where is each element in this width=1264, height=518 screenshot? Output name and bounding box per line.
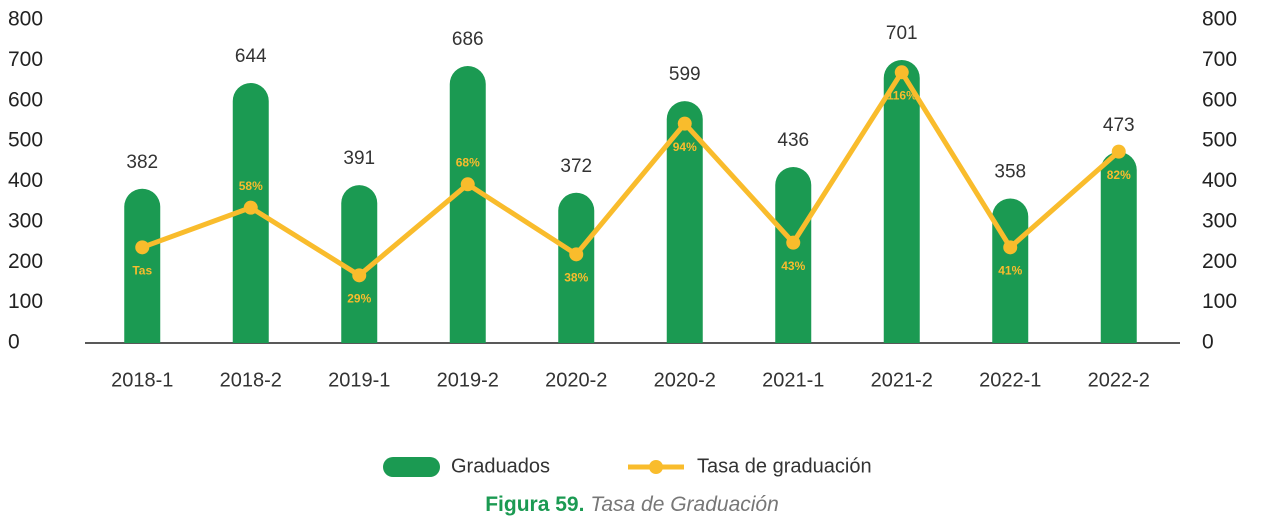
bar	[1100, 152, 1137, 343]
y-tick-label: 800	[8, 8, 43, 31]
line-label: 38%	[564, 270, 588, 284]
data-label: 644	[235, 46, 267, 67]
x-tick-label: 2022-2	[1088, 369, 1150, 391]
line-label: 68%	[456, 155, 480, 169]
y-tick-label: 700	[8, 48, 43, 71]
bar	[775, 166, 812, 343]
bar	[449, 66, 486, 343]
y-tick-label: 100	[8, 290, 43, 313]
y2-tick-label: 700	[1202, 48, 1237, 71]
x-tick-label: 2020-2	[654, 369, 716, 391]
line-point	[894, 65, 909, 80]
x-tick-label: 2021-1	[762, 369, 824, 391]
line-point	[1003, 240, 1018, 255]
line-point	[677, 116, 692, 131]
y-tick-label: 200	[8, 250, 43, 273]
y2-tick-label: 200	[1202, 250, 1237, 273]
caption-label: Figura 59.	[485, 493, 584, 516]
line-label: 58%	[239, 179, 263, 193]
caption-text: Tasa de Graduación	[590, 493, 778, 516]
line-point	[352, 268, 367, 283]
line-point	[569, 247, 584, 262]
x-tick-label: 2021-2	[871, 369, 933, 391]
line-point	[1111, 144, 1126, 159]
line	[141, 69, 1121, 278]
x-tick-label: 2022-1	[979, 369, 1041, 391]
y-tick-label: 500	[8, 129, 43, 152]
data-label: 701	[886, 23, 918, 44]
y2-tick-label: 100	[1202, 290, 1237, 313]
line-label: 41%	[998, 263, 1022, 277]
line-point	[460, 177, 475, 192]
x-tick-label: 2020-2	[545, 369, 607, 391]
data-label: 599	[669, 64, 701, 85]
line-label: 94%	[673, 140, 697, 154]
line-point	[135, 240, 150, 255]
data-label: 372	[560, 156, 592, 177]
bar	[558, 192, 595, 343]
legend-label: Graduados	[451, 455, 550, 477]
x-tick-label: 2019-2	[437, 369, 499, 391]
y2-tick-label: 300	[1202, 209, 1237, 232]
legend-swatch	[383, 457, 440, 477]
x-tick-label: 2018-2	[220, 369, 282, 391]
bar	[124, 188, 161, 343]
line-label: 116%	[887, 88, 917, 102]
y-tick-label: 400	[8, 169, 43, 192]
line-label: 29%	[347, 291, 371, 305]
line-point	[243, 200, 258, 215]
y2-tick-label: 800	[1202, 8, 1237, 31]
y-tick-label: 600	[8, 88, 43, 111]
y2-tick-label: 500	[1202, 129, 1237, 152]
data-label: 391	[343, 148, 375, 169]
legend-swatch	[649, 460, 663, 474]
data-label: 436	[777, 130, 809, 151]
data-label: 358	[994, 161, 1026, 182]
caption: Figura 59. Tasa de Graduación	[485, 493, 779, 516]
x-tick-label: 2018-1	[111, 369, 173, 391]
data-label: 686	[452, 29, 484, 50]
y2-tick-label: 600	[1202, 88, 1237, 111]
y2-tick-label: 0	[1202, 331, 1214, 354]
data-label: 382	[126, 152, 158, 173]
bar	[341, 185, 378, 343]
legend-label: Tasa de graduación	[697, 455, 872, 477]
line-label: Tas	[132, 263, 152, 277]
y2-tick-label: 400	[1202, 169, 1237, 192]
data-label: 473	[1103, 115, 1135, 136]
line-label: 43%	[781, 259, 805, 273]
bar	[883, 59, 920, 343]
y-tick-label: 0	[8, 331, 20, 354]
line-point	[786, 235, 801, 250]
y-tick-label: 300	[8, 209, 43, 232]
bar	[666, 101, 703, 343]
x-tick-label: 2019-1	[328, 369, 390, 391]
line-label: 82%	[1107, 168, 1131, 182]
